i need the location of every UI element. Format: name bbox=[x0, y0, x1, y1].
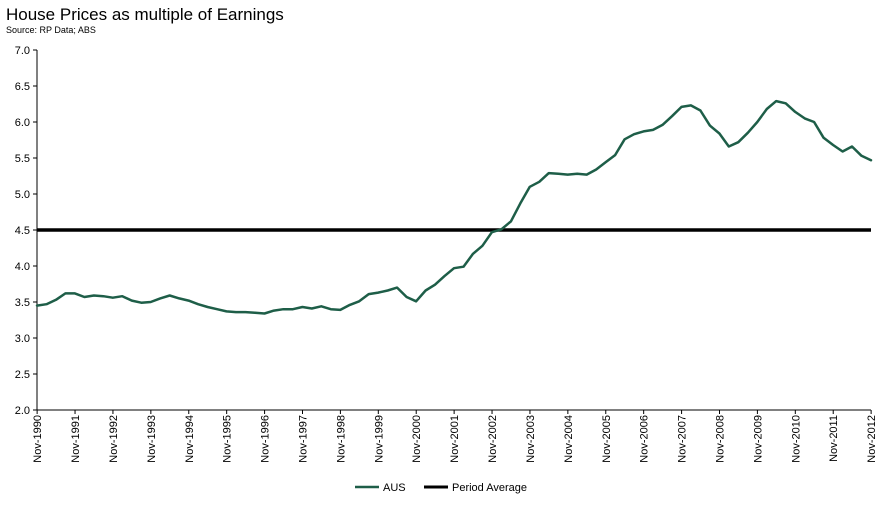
x-tick-label: Nov-2005 bbox=[601, 415, 613, 463]
x-tick-label: Nov-1999 bbox=[373, 415, 385, 463]
x-tick-label: Nov-1998 bbox=[335, 415, 347, 463]
legend-label-aus: AUS bbox=[383, 482, 406, 494]
chart-source: Source: RP Data; ABS bbox=[6, 25, 96, 35]
x-tick-label: Nov-2009 bbox=[752, 415, 764, 463]
aus-series-line bbox=[35, 99, 873, 315]
x-tick-label: Nov-2008 bbox=[714, 415, 726, 463]
y-tick-label: 4.5 bbox=[15, 225, 30, 237]
x-tick-label: Nov-2003 bbox=[525, 415, 537, 463]
y-tick-label: 4.0 bbox=[15, 261, 30, 273]
y-tick-label: 5.5 bbox=[15, 153, 30, 165]
x-tick-label: Nov-2007 bbox=[677, 415, 689, 463]
x-tick-label: Nov-1996 bbox=[260, 415, 272, 463]
x-tick-label: Nov-1991 bbox=[70, 415, 82, 463]
y-tick-label: 6.0 bbox=[15, 117, 30, 129]
chart-title: House Prices as multiple of Earnings bbox=[6, 5, 284, 24]
y-tick-label: 5.0 bbox=[15, 189, 30, 201]
x-tick-label: Nov-2012 bbox=[866, 415, 878, 463]
y-tick-label: 6.5 bbox=[15, 81, 30, 93]
x-tick-label: Nov-1993 bbox=[146, 415, 158, 463]
x-tick-label: Nov-2000 bbox=[411, 415, 423, 463]
x-tick-label: Nov-1995 bbox=[222, 415, 234, 463]
x-tick-label: Nov-1992 bbox=[108, 415, 120, 463]
x-tick-label: Nov-2002 bbox=[487, 415, 499, 463]
y-tick-label: 3.0 bbox=[15, 333, 30, 345]
x-tick-label: Nov-1997 bbox=[297, 415, 309, 463]
y-tick-label: 7.0 bbox=[15, 45, 30, 57]
y-tick-label: 3.5 bbox=[15, 297, 30, 309]
x-tick-label: Nov-2006 bbox=[639, 415, 651, 463]
x-tick-label: Nov-1990 bbox=[32, 415, 44, 463]
y-tick-label: 2.5 bbox=[15, 369, 30, 381]
x-tick-label: Nov-2001 bbox=[449, 415, 461, 463]
x-tick-label: Nov-2010 bbox=[790, 415, 802, 463]
x-tick-label: Nov-2011 bbox=[828, 415, 840, 462]
x-tick-label: Nov-2004 bbox=[563, 415, 575, 463]
x-tick-label: Nov-1994 bbox=[184, 415, 196, 463]
y-tick-label: 2.0 bbox=[15, 405, 30, 417]
legend-label-period-average: Period Average bbox=[452, 482, 527, 494]
